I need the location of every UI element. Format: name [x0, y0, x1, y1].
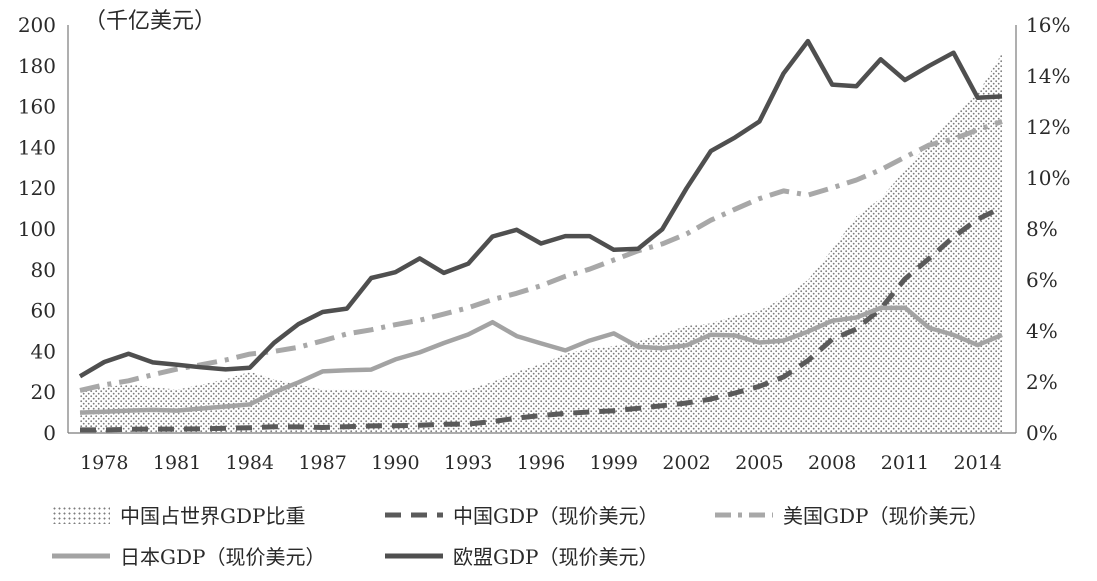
gdp-lines-layer [78, 38, 1004, 433]
x-tick-label: 1984 [226, 452, 274, 474]
x-tick-label: 2005 [735, 452, 783, 474]
y-left-tick-label: 160 [18, 95, 56, 119]
x-tick-label: 1981 [153, 452, 201, 474]
y-right-tick-label: 16% [1026, 13, 1070, 37]
share-area-layer [80, 53, 1002, 433]
x-tick-label: 1999 [590, 452, 638, 474]
y-left-tick-label: 0 [43, 421, 56, 445]
usa-gdp-line [79, 119, 1003, 393]
y-right-tick-label: 12% [1026, 115, 1070, 139]
y-left-tick-label: 20 [31, 380, 56, 404]
y-left-unit-label: （千亿美元） [84, 9, 216, 34]
eu-gdp-line [78, 38, 1003, 379]
y-right-tick-label: 6% [1026, 268, 1058, 292]
x-tick-label: 2002 [662, 452, 710, 474]
x-tick-label: 1987 [298, 452, 346, 474]
y-left-tick-label: 40 [31, 339, 56, 363]
x-tick-label: 2014 [954, 452, 1002, 474]
china-gdp-line [80, 205, 1004, 433]
y-right-tick-label: 10% [1026, 166, 1070, 190]
x-tick-label: 1978 [80, 452, 128, 474]
axes-layer [67, 25, 1017, 434]
y-right-tick-label: 2% [1026, 370, 1058, 394]
x-tick-label: 2011 [881, 452, 929, 474]
tick-labels-layer: 0 20 40 60 80 100 120 140 160 180 200 0% 2% 4% 6% 8% 10%… [18, 13, 1071, 474]
y-left-tick-label: 80 [31, 258, 56, 282]
x-tick-label: 1996 [517, 452, 565, 474]
japan-gdp-line [79, 305, 1003, 415]
y-right-tick-label: 0% [1026, 421, 1058, 445]
y-left-tick-label: 100 [18, 217, 56, 241]
y-left-tick-label: 180 [18, 54, 56, 78]
y-left-tick-label: 140 [18, 135, 56, 159]
x-tick-label: 1993 [444, 452, 492, 474]
china-share-area [80, 53, 1002, 433]
y-right-tick-label: 8% [1026, 217, 1058, 241]
y-right-tick-label: 14% [1026, 64, 1070, 88]
y-right-tick-label: 4% [1026, 319, 1058, 343]
y-left-tick-label: 60 [31, 299, 56, 323]
x-tick-label: 2008 [808, 452, 856, 474]
x-tick-label: 1990 [371, 452, 419, 474]
y-left-tick-label: 120 [18, 176, 56, 200]
y-left-tick-label: 200 [18, 13, 56, 37]
